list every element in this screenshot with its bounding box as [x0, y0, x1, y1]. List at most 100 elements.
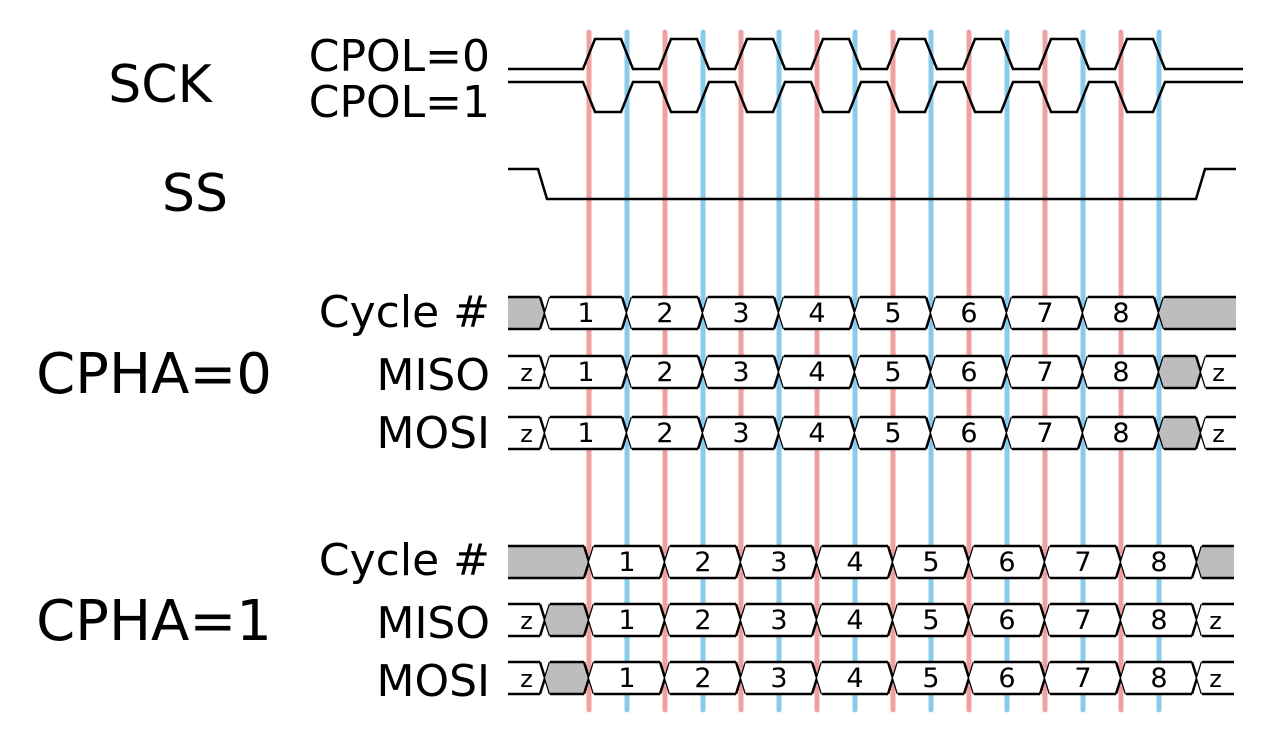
hi-z-label: z — [520, 359, 533, 387]
data-segment — [1083, 356, 1159, 388]
cpha1-miso-bus: z 1 2 3 4 5 6 7 8 z — [508, 602, 1234, 638]
data-segment — [627, 417, 703, 449]
cycle-number-label: 1 — [618, 605, 635, 636]
cpha1-cycle-bus: 1 2 3 4 5 6 7 8 — [508, 544, 1234, 580]
bus-edge — [670, 660, 736, 696]
data-segment — [931, 297, 1007, 329]
cycle-number-label: 7 — [1036, 298, 1053, 329]
cycle-number-label: 8 — [1112, 418, 1129, 449]
cycle-number-label: 8 — [1112, 357, 1129, 388]
bus-edge — [784, 354, 850, 390]
cycle-number-label: 4 — [846, 663, 863, 694]
bus-edge — [1202, 544, 1234, 580]
hi-z-label: z — [1212, 359, 1225, 387]
cycle-number-label: 2 — [694, 605, 711, 636]
cycle-number-label: 2 — [694, 547, 711, 578]
data-segment — [855, 297, 931, 329]
cycle-number-label: 7 — [1036, 357, 1053, 388]
data-segment — [1007, 356, 1083, 388]
bus-edge — [708, 354, 774, 390]
data-segment — [931, 356, 1007, 388]
cycle-number-label: 2 — [656, 298, 673, 329]
cycle-number-label: 7 — [1074, 547, 1091, 578]
data-segment — [969, 604, 1045, 636]
cycle-number-label: 4 — [808, 357, 825, 388]
bus-edge — [898, 660, 964, 696]
bus-edge — [784, 415, 850, 451]
cpha0-label: CPHA=0 — [36, 342, 272, 407]
bus-edge — [550, 415, 622, 451]
cpol0-label: CPOL=0 — [309, 31, 490, 82]
bus-edge — [1050, 660, 1116, 696]
cpha1-label: CPHA=1 — [36, 589, 272, 654]
bus-edge — [746, 544, 812, 580]
bus-edge — [822, 544, 888, 580]
bus-edge — [708, 415, 774, 451]
bus-edge — [1012, 295, 1078, 331]
hi-z-label: z — [1209, 665, 1222, 693]
data-segment — [545, 297, 627, 329]
data-segment — [1197, 662, 1234, 694]
bus-edge — [708, 295, 774, 331]
cycle-number-label: 2 — [656, 418, 673, 449]
undefined-segment — [508, 297, 545, 329]
bus-edge — [784, 295, 850, 331]
cycle-number-label: 1 — [577, 418, 594, 449]
bus-edge — [860, 415, 926, 451]
cycle-number-label: 7 — [1074, 663, 1091, 694]
bus-edge — [1164, 354, 1196, 390]
data-segment — [1201, 356, 1236, 388]
data-segment — [969, 546, 1045, 578]
bus-edge — [1126, 660, 1192, 696]
bus-edge — [1202, 602, 1234, 638]
bus-edge — [1164, 415, 1196, 451]
data-segment — [1007, 297, 1083, 329]
waveforms: 1 2 3 4 5 6 7 8 z 1 2 3 4 5 6 7 8 z z 1 2 3 4 5 6 7 8 z 1 2 3 4 5 6 7 8 z 1 2 3… — [508, 37, 1243, 696]
hi-z-label: z — [1212, 420, 1225, 448]
data-segment — [703, 417, 779, 449]
data-segment — [893, 662, 969, 694]
cycle-number-label: 6 — [998, 605, 1015, 636]
data-segment — [665, 604, 741, 636]
data-segment — [779, 356, 855, 388]
sck-cpol0-waveform — [508, 37, 1243, 71]
data-segment — [589, 546, 665, 578]
bus-edge — [594, 602, 660, 638]
bus-edge — [550, 354, 622, 390]
bus-edge — [1050, 602, 1116, 638]
sck-label: SCK — [108, 55, 213, 115]
cpha1-cycle-label: Cycle # — [319, 535, 490, 586]
bus-edge — [1012, 415, 1078, 451]
cpol1-label: CPOL=1 — [309, 77, 490, 128]
bus-edge — [1050, 544, 1116, 580]
cycle-number-label: 8 — [1150, 663, 1167, 694]
cpha1-miso-label: MISO — [376, 598, 490, 649]
bus-edge — [670, 602, 736, 638]
data-segment — [1083, 297, 1159, 329]
bus-edge — [508, 660, 540, 696]
cycle-number-label: 4 — [808, 298, 825, 329]
hi-z-label: z — [520, 420, 533, 448]
cycle-number-label: 5 — [922, 547, 939, 578]
bus-edge — [822, 602, 888, 638]
bus-edge — [1126, 544, 1192, 580]
data-segment — [1045, 604, 1121, 636]
data-segment — [1083, 417, 1159, 449]
undefined-segment — [1159, 356, 1201, 388]
cycle-number-label: 8 — [1150, 605, 1167, 636]
data-segment — [589, 604, 665, 636]
undefined-segment — [1159, 417, 1201, 449]
data-segment — [589, 662, 665, 694]
data-segment — [741, 546, 817, 578]
data-segment — [741, 662, 817, 694]
bus-edge — [936, 354, 1002, 390]
bus-edge — [860, 295, 926, 331]
cycle-number-label: 4 — [846, 547, 863, 578]
cycle-number-label: 6 — [998, 547, 1015, 578]
bus-edge — [1088, 354, 1154, 390]
undefined-segment — [1197, 546, 1234, 578]
cycle-number-label: 6 — [998, 663, 1015, 694]
bus-edge — [1164, 295, 1236, 331]
